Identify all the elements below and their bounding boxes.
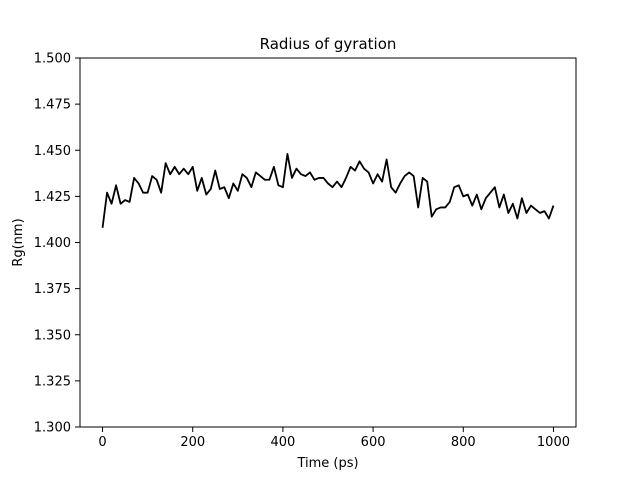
y-axis-label: Rg(nm)	[11, 218, 26, 266]
y-tick-label: 1.350	[34, 328, 71, 343]
series-line	[101, 153, 555, 228]
y-tick-label: 1.500	[34, 52, 71, 67]
chart-title: Radius of gyration	[260, 35, 397, 53]
x-axis-label: Time (ps)	[296, 456, 358, 471]
x-tick-label: 1000	[537, 435, 570, 450]
y-tick-label: 1.425	[34, 190, 71, 205]
x-tick-label: 200	[180, 435, 205, 450]
y-tick-label: 1.475	[34, 98, 71, 113]
y-tick-label: 1.450	[34, 144, 71, 159]
x-tick-label: 600	[361, 435, 386, 450]
series-layer	[101, 153, 555, 228]
y-tick-label: 1.400	[34, 236, 71, 251]
y-axis: 1.300 1.325 1.350 1.375 1.400 1.425 1.450 1.475…	[34, 52, 80, 436]
x-tick-label: 400	[270, 435, 295, 450]
plot-area	[79, 57, 577, 428]
x-axis: 0 200 400 600 800 1000	[98, 427, 570, 450]
y-tick-label: 1.325	[34, 374, 71, 389]
x-tick-label: 0	[98, 435, 106, 450]
x-tick-label: 800	[451, 435, 476, 450]
y-tick-label: 1.375	[34, 282, 71, 297]
y-tick-label: 1.300	[34, 421, 71, 436]
